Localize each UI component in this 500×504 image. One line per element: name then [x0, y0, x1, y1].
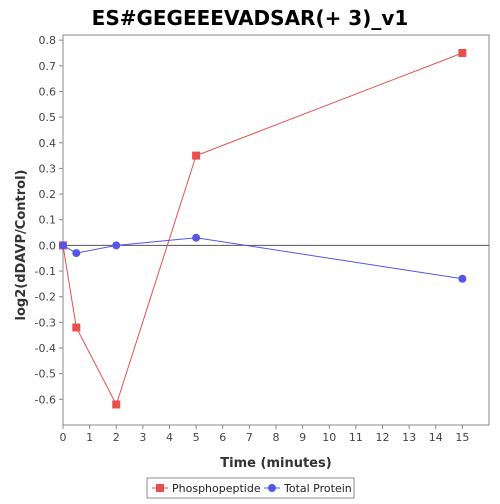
- y-tick-label: 0.8: [39, 34, 57, 47]
- x-tick-label: 7: [246, 431, 253, 444]
- legend: Phosphopeptide Total Protein: [146, 477, 355, 499]
- y-tick-label: 0.0: [39, 239, 57, 252]
- y-tick-label: 0.5: [39, 111, 57, 124]
- y-tick-label: -0.2: [35, 291, 56, 304]
- data-point-total-protein: [59, 241, 67, 250]
- data-point-total-protein: [192, 233, 201, 242]
- legend-label-total-protein: Total Protein: [283, 482, 352, 495]
- x-tick-label: 5: [193, 431, 200, 444]
- x-tick-label: 3: [139, 431, 146, 444]
- x-tick-label: 0: [60, 431, 67, 444]
- legend-box: [146, 477, 355, 499]
- y-tick-label: -0.4: [35, 342, 56, 355]
- legend-marker-phosphopeptide: [156, 484, 164, 492]
- y-tick-label: -0.6: [35, 393, 56, 406]
- legend-marker-total-protein: [268, 484, 276, 492]
- plot-area: -0.6 -0.5 -0.4 -0.3 -0.2 -0.1 0.0 0.1 0.2 0.3 0.4 0…: [35, 34, 490, 444]
- y-tick-label: 0.7: [39, 60, 57, 73]
- y-tick-label: 0.3: [39, 162, 57, 175]
- x-tick-label: 9: [299, 431, 306, 444]
- data-point-total-protein: [112, 241, 121, 250]
- x-tick-label: 14: [429, 431, 443, 444]
- y-tick-label: 0.4: [39, 137, 57, 150]
- data-point-phosphopeptide: [112, 400, 121, 409]
- x-tick-label: 2: [113, 431, 120, 444]
- y-tick-label: 0.2: [39, 188, 57, 201]
- legend-label-phosphopeptide: Phosphopeptide: [172, 482, 261, 495]
- y-axis-label: log2(dDAVP/Control): [14, 170, 29, 321]
- x-tick-label: 8: [273, 431, 280, 444]
- x-tick-label: 10: [322, 431, 336, 444]
- chart-title: ES#GEGEEEVADSAR(+ 3)_v1: [92, 6, 409, 30]
- x-axis-label: Time (minutes): [220, 456, 331, 471]
- x-tick-label: 13: [402, 431, 416, 444]
- x-tick-label: 15: [455, 431, 469, 444]
- plot-frame: [62, 34, 490, 426]
- x-tick-label: 11: [349, 431, 363, 444]
- y-tick-label: 0.1: [39, 214, 57, 227]
- x-tick-label: 1: [86, 431, 93, 444]
- y-tick-label: -0.3: [35, 316, 56, 329]
- data-point-total-protein: [72, 249, 81, 258]
- y-tick-label: 0.6: [39, 85, 57, 98]
- data-point-phosphopeptide: [458, 48, 467, 57]
- x-tick-label: 12: [376, 431, 390, 444]
- data-point-total-protein: [458, 274, 467, 283]
- data-point-phosphopeptide: [72, 323, 81, 332]
- x-tick-label: 6: [219, 431, 226, 444]
- data-point-phosphopeptide: [192, 151, 201, 160]
- x-tick-label: 4: [166, 431, 173, 444]
- y-tick-label: -0.1: [35, 265, 56, 278]
- y-tick-label: -0.5: [35, 368, 56, 381]
